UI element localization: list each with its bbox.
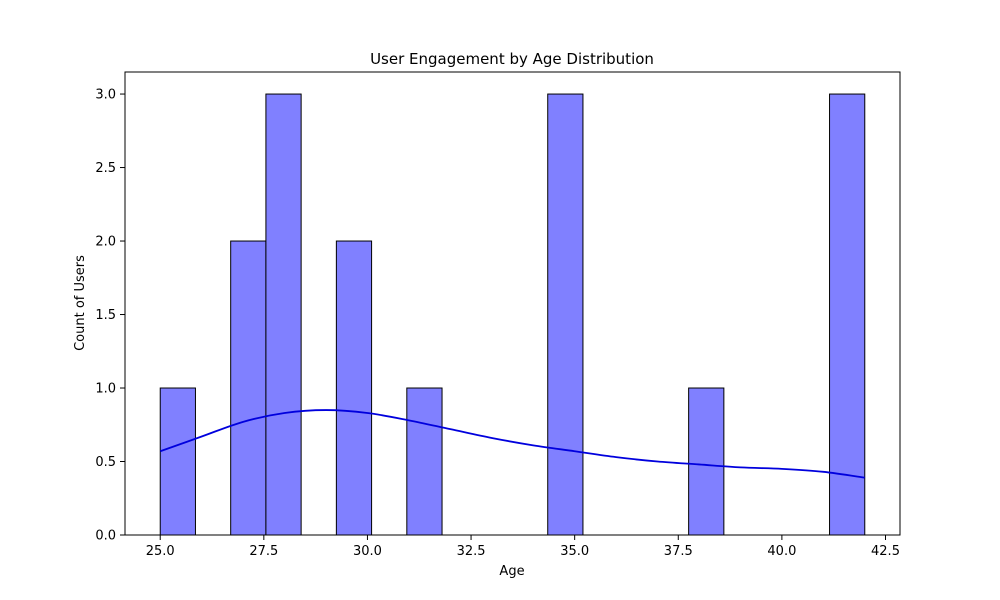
histogram-bar (265, 93, 302, 536)
x-tick-label: 40.0 (767, 544, 796, 559)
bars-layer (159, 93, 866, 536)
x-tick-label: 25.0 (146, 544, 175, 559)
y-axis-label: Count of Users (73, 255, 88, 351)
x-axis-label: Age (499, 564, 524, 579)
y-tick-label: 2.0 (95, 235, 116, 250)
x-tick-label: 27.5 (249, 544, 278, 559)
histogram-bar (829, 93, 866, 536)
chart-title: User Engagement by Age Distribution (370, 50, 654, 68)
y-tick-label: 1.0 (95, 382, 116, 397)
x-axis-ticks: 25.0 27.5 30.0 32.5 35.0 37.5 40.0 42.5 (146, 535, 900, 559)
y-tick-label: 3.0 (95, 88, 116, 103)
histogram-bar (230, 240, 267, 536)
y-tick-label: 0.0 (95, 529, 116, 544)
histogram-bar (159, 387, 196, 536)
x-tick-label: 32.5 (457, 544, 486, 559)
x-tick-label: 35.0 (560, 544, 589, 559)
histogram-bar (688, 387, 725, 536)
x-tick-label: 37.5 (664, 544, 693, 559)
histogram-bar (406, 387, 443, 536)
histogram-bar (547, 93, 584, 536)
y-axis-ticks: 0.0 0.5 1.0 1.5 2.0 2.5 3.0 (95, 88, 125, 544)
histogram-bar (335, 240, 373, 536)
plot-frame (124, 71, 901, 536)
x-tick-label: 30.0 (353, 544, 382, 559)
y-tick-label: 2.5 (95, 161, 116, 176)
kde-layer (159, 409, 865, 479)
y-tick-label: 1.5 (95, 308, 116, 323)
kde-line (159, 409, 865, 479)
y-tick-label: 0.5 (95, 455, 116, 470)
x-tick-label: 42.5 (871, 544, 900, 559)
